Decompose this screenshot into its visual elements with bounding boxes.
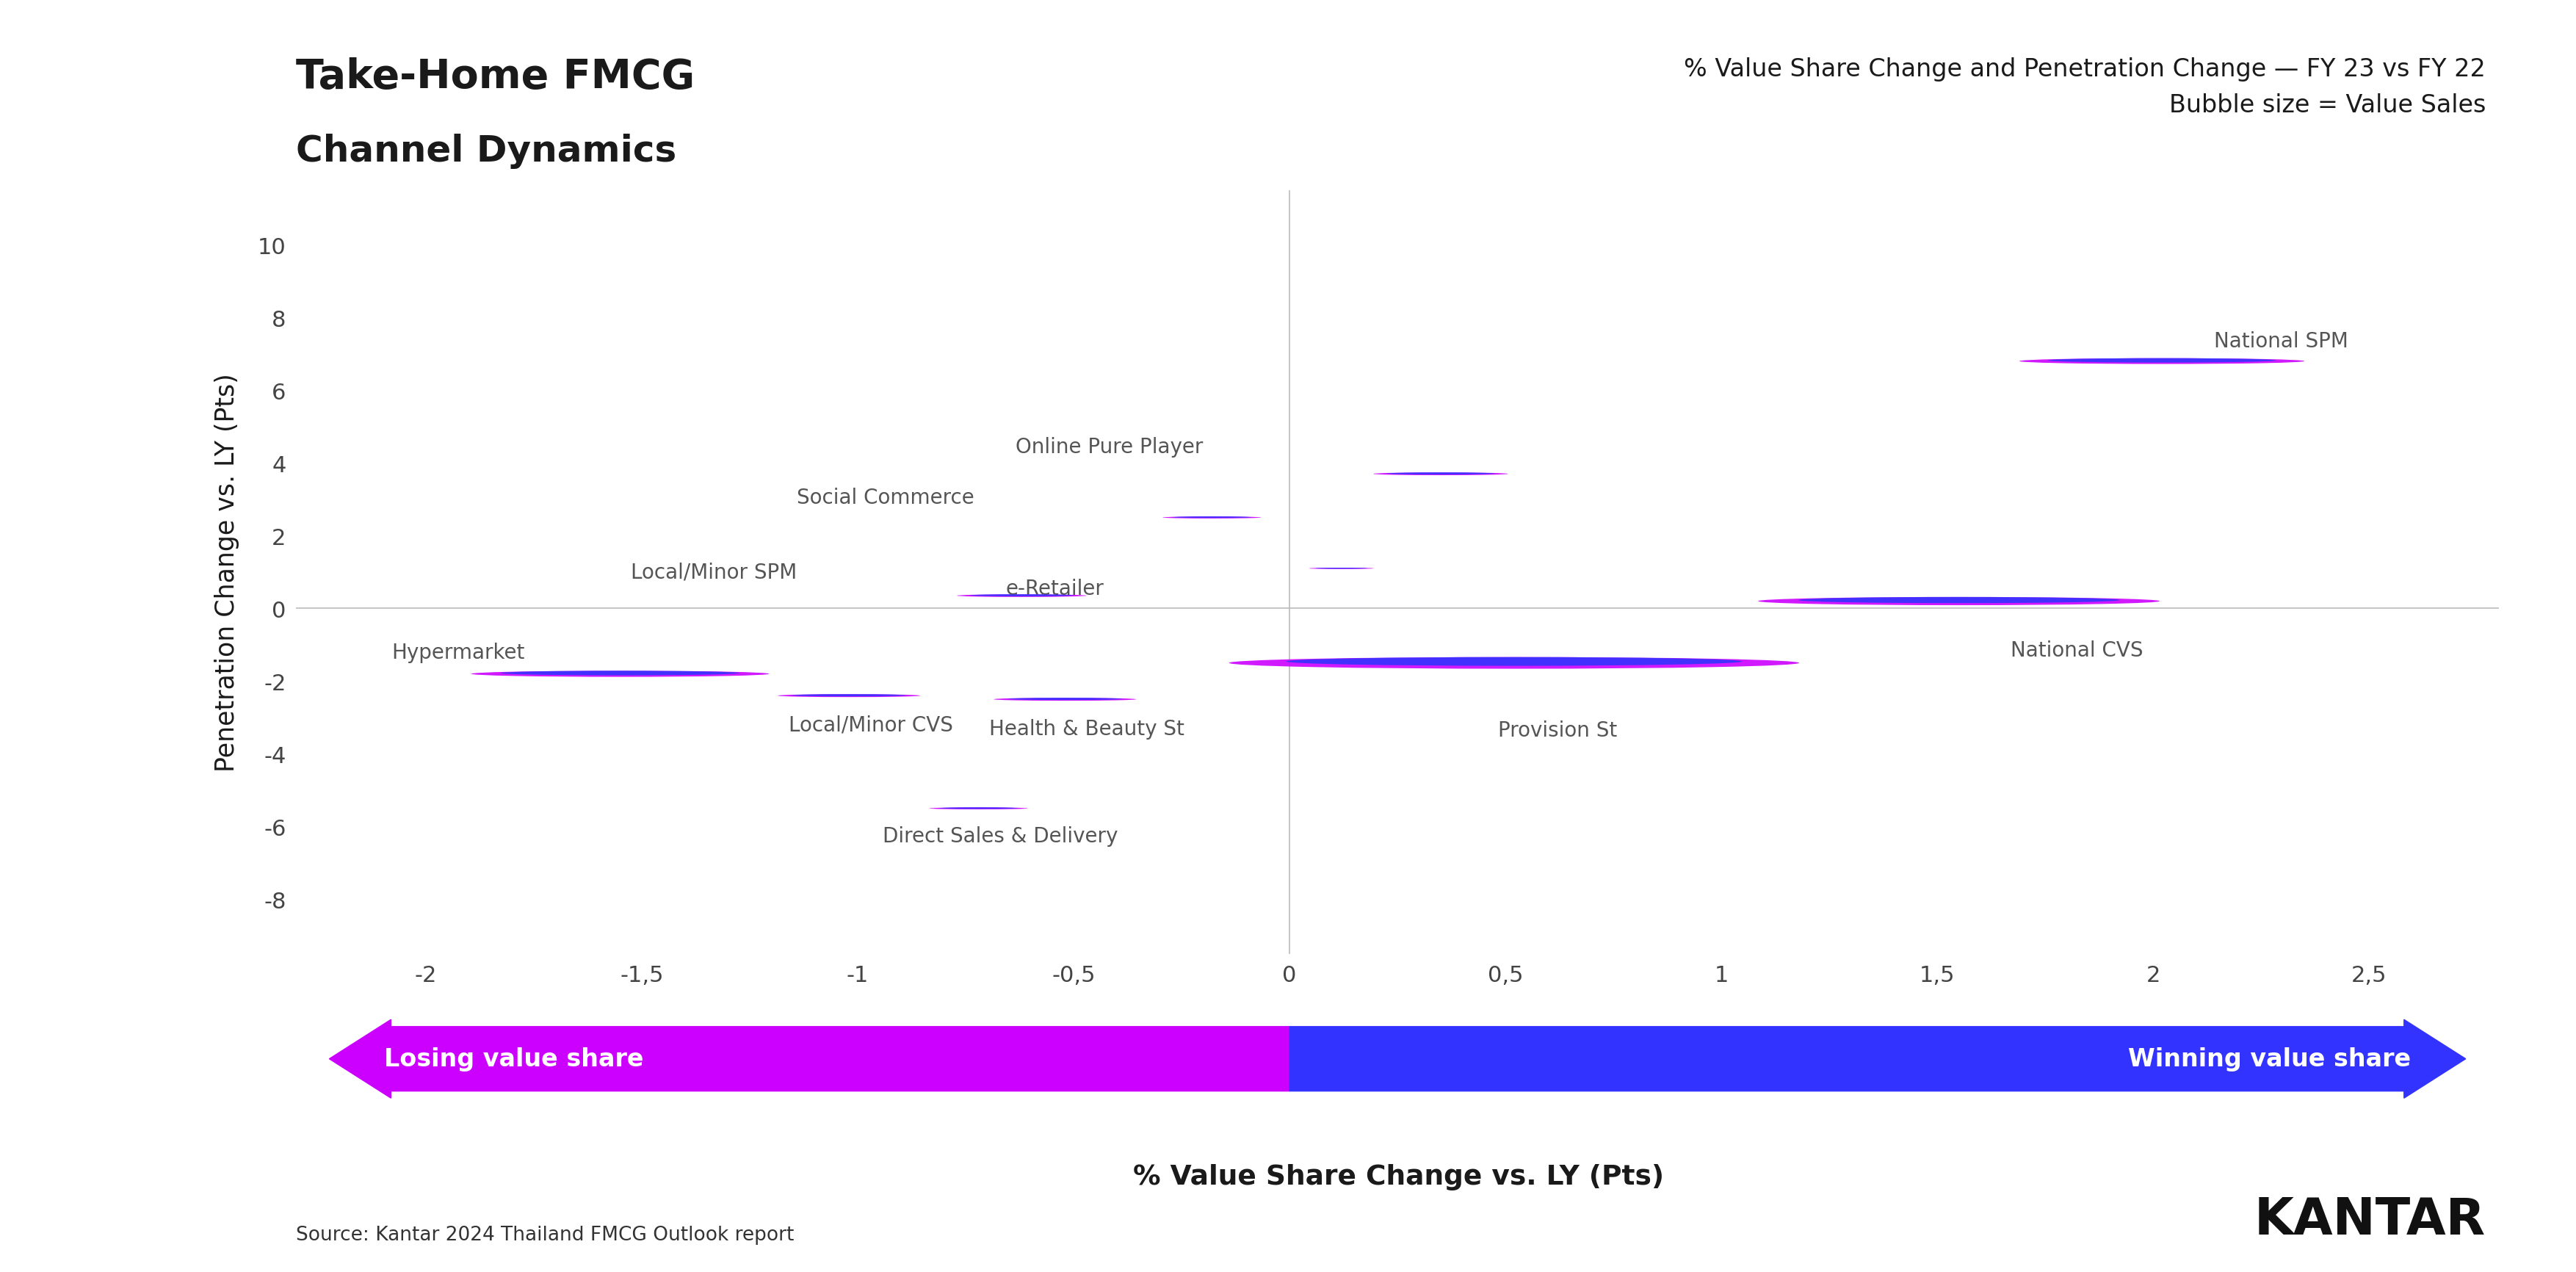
Ellipse shape <box>2020 359 2306 365</box>
Ellipse shape <box>1373 473 1507 476</box>
Ellipse shape <box>1229 658 1798 669</box>
Ellipse shape <box>471 672 770 677</box>
Text: % Value Share Change vs. LY (Pts): % Value Share Change vs. LY (Pts) <box>1133 1164 1664 1189</box>
Text: Online Pure Player: Online Pure Player <box>1015 436 1203 458</box>
Text: e-Retailer: e-Retailer <box>1005 579 1103 599</box>
Ellipse shape <box>500 672 739 675</box>
Ellipse shape <box>994 698 1136 701</box>
FancyArrow shape <box>1291 1020 2465 1098</box>
Ellipse shape <box>1309 569 1373 570</box>
Ellipse shape <box>1798 598 2120 603</box>
Text: Social Commerce: Social Commerce <box>796 487 974 509</box>
Text: Source: Kantar 2024 Thailand FMCG Outlook report: Source: Kantar 2024 Thailand FMCG Outloo… <box>296 1225 793 1244</box>
FancyArrow shape <box>330 1020 1291 1098</box>
Ellipse shape <box>1285 658 1741 667</box>
Text: Local/Minor CVS: Local/Minor CVS <box>788 715 953 735</box>
Text: National SPM: National SPM <box>2213 331 2347 352</box>
Text: Local/Minor SPM: Local/Minor SPM <box>631 562 796 583</box>
Ellipse shape <box>1007 698 1123 701</box>
Text: Take-Home FMCG: Take-Home FMCG <box>296 57 696 97</box>
Ellipse shape <box>778 695 920 697</box>
Ellipse shape <box>2048 359 2275 363</box>
Text: Channel Dynamics: Channel Dynamics <box>296 134 677 169</box>
Text: Losing value share: Losing value share <box>384 1047 644 1071</box>
Text: Winning value share: Winning value share <box>2128 1047 2411 1071</box>
Ellipse shape <box>971 595 1074 597</box>
Text: Health & Beauty St: Health & Beauty St <box>989 719 1185 739</box>
Text: Hypermarket: Hypermarket <box>392 642 526 663</box>
Text: Direct Sales & Delivery: Direct Sales & Delivery <box>884 826 1118 846</box>
Text: KANTAR: KANTAR <box>2254 1194 2486 1244</box>
Ellipse shape <box>1386 473 1494 474</box>
Text: % Value Share Change and Penetration Change — FY 23 vs FY 22
Bubble size = Value: % Value Share Change and Penetration Cha… <box>1685 57 2486 117</box>
Ellipse shape <box>1162 516 1262 519</box>
Y-axis label: Penetration Change vs. LY (Pts): Penetration Change vs. LY (Pts) <box>214 373 240 772</box>
Text: Provision St: Provision St <box>1497 720 1618 740</box>
Ellipse shape <box>956 595 1087 598</box>
Ellipse shape <box>930 808 1028 810</box>
Ellipse shape <box>940 808 1018 809</box>
Ellipse shape <box>1757 598 2159 605</box>
Ellipse shape <box>791 695 907 697</box>
Ellipse shape <box>1172 516 1252 519</box>
Text: National CVS: National CVS <box>2012 640 2143 661</box>
